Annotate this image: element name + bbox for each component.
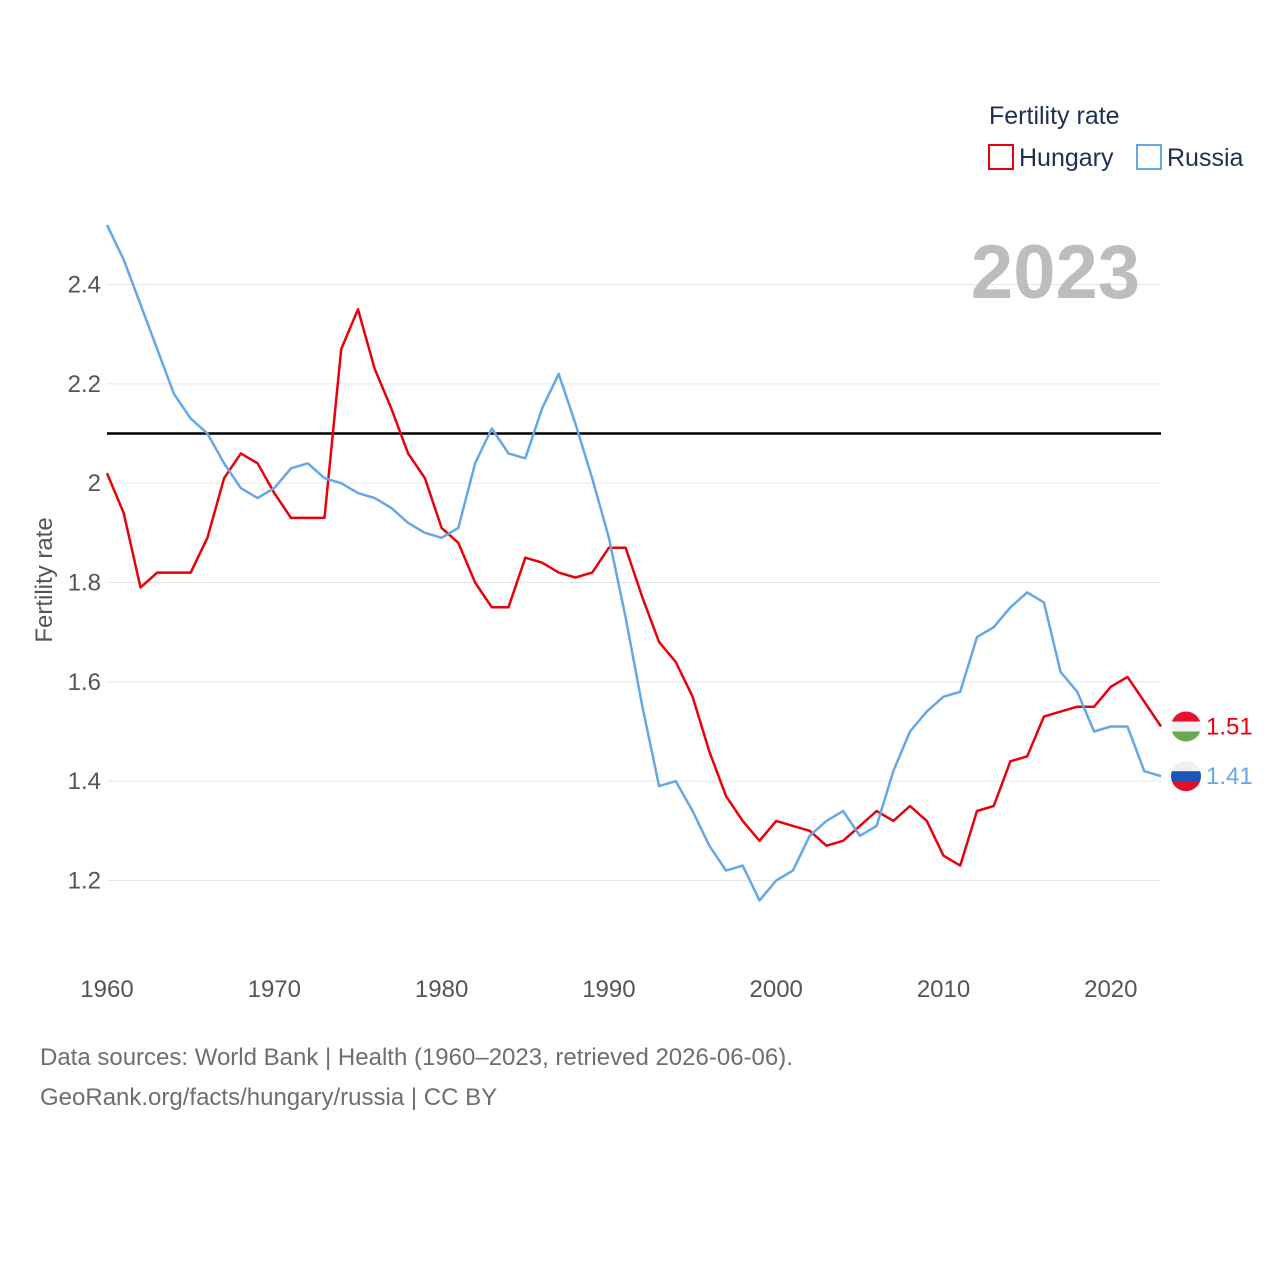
x-tick-label: 1970 bbox=[248, 976, 301, 1003]
x-tick-label: 2000 bbox=[750, 976, 803, 1003]
legend-swatch-hungary bbox=[988, 144, 1014, 170]
x-tick-label: 2020 bbox=[1084, 976, 1137, 1003]
series-lines bbox=[105, 224, 1163, 902]
flag-icon-hungary bbox=[1171, 711, 1201, 742]
current-year-label: 2023 bbox=[971, 230, 1140, 315]
y-tick-label: 2 bbox=[88, 470, 101, 497]
end-value-label-russia: 1.41 bbox=[1206, 763, 1253, 790]
x-axis: 1960 1970 1980 1990 2000 2010 2020 bbox=[80, 976, 1137, 1003]
legend-item-russia[interactable]: Russia bbox=[1136, 144, 1244, 172]
flag-icon-russia bbox=[1171, 761, 1201, 792]
legend[interactable]: Fertility rate Hungary Russia bbox=[988, 102, 1244, 172]
legend-item-hungary[interactable]: Hungary bbox=[988, 144, 1114, 172]
y-tick-label: 1.6 bbox=[68, 669, 101, 696]
y-tick-label: 1.4 bbox=[68, 768, 101, 795]
end-markers: 1.51 1.41 bbox=[1171, 711, 1253, 792]
end-value-label-hungary: 1.51 bbox=[1206, 714, 1253, 741]
grid-lines bbox=[107, 284, 1161, 881]
y-tick-label: 1.8 bbox=[68, 570, 101, 597]
y-tick-label: 1.2 bbox=[68, 868, 101, 895]
series-line-russia[interactable] bbox=[105, 224, 1162, 902]
x-tick-label: 1980 bbox=[415, 976, 468, 1003]
legend-title: Fertility rate bbox=[989, 102, 1120, 130]
x-tick-label: 1960 bbox=[80, 976, 133, 1003]
legend-label-russia: Russia bbox=[1167, 144, 1244, 172]
series-line-hungary[interactable] bbox=[105, 308, 1163, 867]
y-axis: 1.2 1.4 1.6 1.8 2 2.2 2.4 bbox=[68, 272, 101, 895]
x-tick-label: 1990 bbox=[582, 976, 635, 1003]
y-tick-label: 2.4 bbox=[68, 272, 101, 299]
x-tick-label: 2010 bbox=[917, 976, 970, 1003]
footer-sources: Data sources: World Bank | Health (1960–… bbox=[40, 1044, 793, 1071]
legend-label-hungary: Hungary bbox=[1019, 144, 1114, 172]
footer-credit[interactable]: GeoRank.org/facts/hungary/russia | CC BY bbox=[40, 1084, 498, 1111]
y-tick-label: 2.2 bbox=[68, 371, 101, 398]
legend-swatch-russia bbox=[1136, 144, 1162, 170]
y-axis-title: Fertility rate bbox=[31, 517, 58, 642]
